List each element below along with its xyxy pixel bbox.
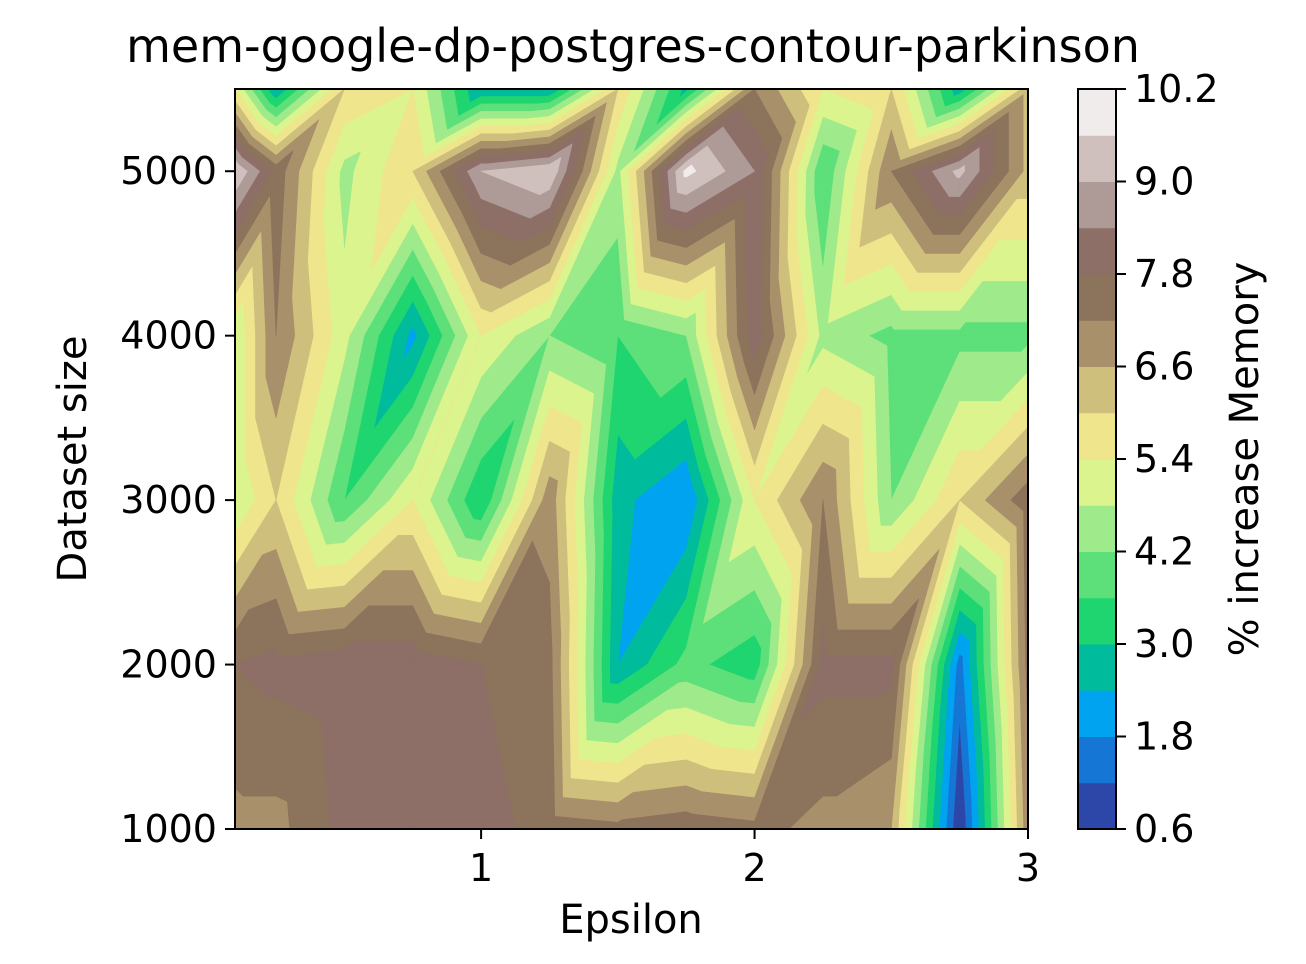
colorbar-segment bbox=[1078, 551, 1116, 599]
y-tick-label: 2000 bbox=[120, 643, 217, 687]
x-tick-label: 2 bbox=[742, 846, 766, 890]
colorbar-tick-label: 5.4 bbox=[1134, 437, 1194, 481]
contour-band-12 bbox=[234, 107, 995, 830]
colorbar-segment bbox=[1078, 274, 1116, 321]
colorbar-segment bbox=[1078, 320, 1116, 367]
colorbar-segment bbox=[1078, 412, 1116, 460]
colorbar-axis: 0.6 1.8 3.0 4.2 5.4 6.6 7.8 9.0 10.2 bbox=[1116, 67, 1219, 851]
colorbar-segment bbox=[1078, 597, 1116, 645]
y-tick-label: 1000 bbox=[120, 807, 217, 851]
colorbar-segment bbox=[1078, 227, 1116, 275]
colorbar-segment bbox=[1078, 782, 1116, 830]
colorbar-segment bbox=[1078, 181, 1116, 229]
y-axis-label: Dataset size bbox=[50, 336, 96, 583]
colorbar-tick-label: 4.2 bbox=[1134, 530, 1194, 574]
contour-band-1 bbox=[945, 653, 973, 830]
chart-title: mem-google-dp-postgres-contour-parkinson bbox=[126, 19, 1140, 73]
contour-band-11 bbox=[234, 88, 1029, 830]
colorbar-tick-label: 9.0 bbox=[1134, 160, 1194, 204]
contour-band-15 bbox=[683, 164, 697, 178]
y-tick-label: 5000 bbox=[120, 149, 217, 193]
y-tick-label: 4000 bbox=[120, 314, 217, 358]
colorbar-tick-label: 0.6 bbox=[1134, 807, 1194, 851]
colorbar-segment bbox=[1078, 505, 1116, 552]
y-tick-label: 3000 bbox=[120, 478, 217, 522]
y-axis: 1000 2000 3000 4000 5000 bbox=[120, 149, 235, 851]
colorbar-label: % increase Memory bbox=[1222, 262, 1268, 657]
x-tick-label: 3 bbox=[1016, 846, 1040, 890]
colorbar-segment bbox=[1078, 135, 1116, 182]
x-axis-label: Epsilon bbox=[559, 897, 703, 943]
x-axis: 1 2 3 bbox=[469, 829, 1040, 890]
colorbar-tick-label: 7.8 bbox=[1134, 252, 1194, 296]
colorbar-segment bbox=[1078, 644, 1116, 691]
colorbar bbox=[1078, 89, 1116, 830]
plot-area bbox=[234, 88, 1029, 830]
colorbar-segment bbox=[1078, 366, 1116, 414]
colorbar-segment bbox=[1078, 89, 1116, 136]
colorbar-tick-label: 6.6 bbox=[1134, 345, 1194, 389]
colorbar-segment bbox=[1078, 459, 1116, 506]
x-tick-label: 1 bbox=[469, 846, 493, 890]
colorbar-tick-label: 10.2 bbox=[1134, 67, 1219, 111]
colorbar-tick-label: 3.0 bbox=[1134, 622, 1194, 666]
colorbar-segment bbox=[1078, 736, 1116, 784]
colorbar-segment bbox=[1078, 690, 1116, 737]
contour-band-9 bbox=[234, 88, 1029, 830]
plot-frame bbox=[234, 88, 1029, 830]
contour-band-14 bbox=[234, 145, 965, 196]
colorbar-tick-label: 1.8 bbox=[1134, 715, 1194, 759]
